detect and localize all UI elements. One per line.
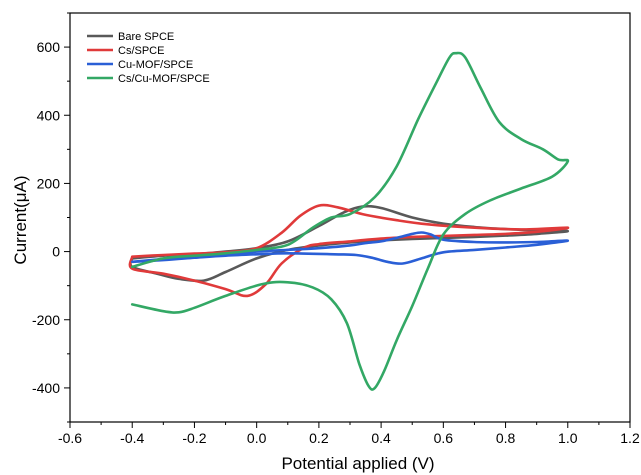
legend-label: Cs/Cu-MOF/SPCE — [118, 73, 210, 85]
y-axis-ticks: -400 -200 0 200 400 600 — [32, 12, 70, 423]
x-tick-label: 0.4 — [371, 430, 391, 446]
y-tick-label: 400 — [37, 107, 61, 123]
y-tick-label: -400 — [32, 380, 60, 396]
series-line-cu-mof-spce — [130, 231, 570, 265]
x-tick-label: -0.6 — [58, 430, 82, 446]
y-tick-label: 200 — [37, 175, 61, 191]
x-tick-label: 1.0 — [558, 430, 578, 446]
x-tick-label: -0.2 — [182, 430, 206, 446]
y-tick-label: 0 — [52, 244, 60, 260]
legend: Bare SPCE Cs/SPCE Cu-MOF/SPCE Cs/Cu-MOF/SPC… — [87, 31, 210, 85]
x-tick-label: 0.8 — [496, 430, 516, 446]
series-line-bare-spce — [129, 204, 570, 283]
y-tick-label: 600 — [37, 39, 61, 55]
y-axis-title: Current(μA) — [11, 175, 30, 264]
x-axis-ticks: -0.6 -0.4 -0.2 0.0 0.2 0.4 0.6 0.8 1.0 1.2 — [58, 422, 640, 446]
legend-label: Cu-MOF/SPCE — [118, 59, 193, 71]
series-layer — [128, 51, 570, 391]
x-axis-title: Potential applied (V) — [281, 454, 434, 473]
series-line-cs-spce — [128, 203, 570, 298]
x-tick-label: 0.2 — [309, 430, 329, 446]
y-tick-label: -200 — [32, 312, 60, 328]
x-tick-label: 0.6 — [434, 430, 454, 446]
series-line-cs-cu-mof-spce — [130, 51, 570, 391]
x-tick-label: 1.2 — [620, 430, 640, 446]
legend-label: Cs/SPCE — [118, 45, 164, 57]
x-tick-label: -0.4 — [120, 430, 144, 446]
legend-label: Bare SPCE — [118, 31, 174, 43]
x-tick-label: 0.0 — [247, 430, 267, 446]
